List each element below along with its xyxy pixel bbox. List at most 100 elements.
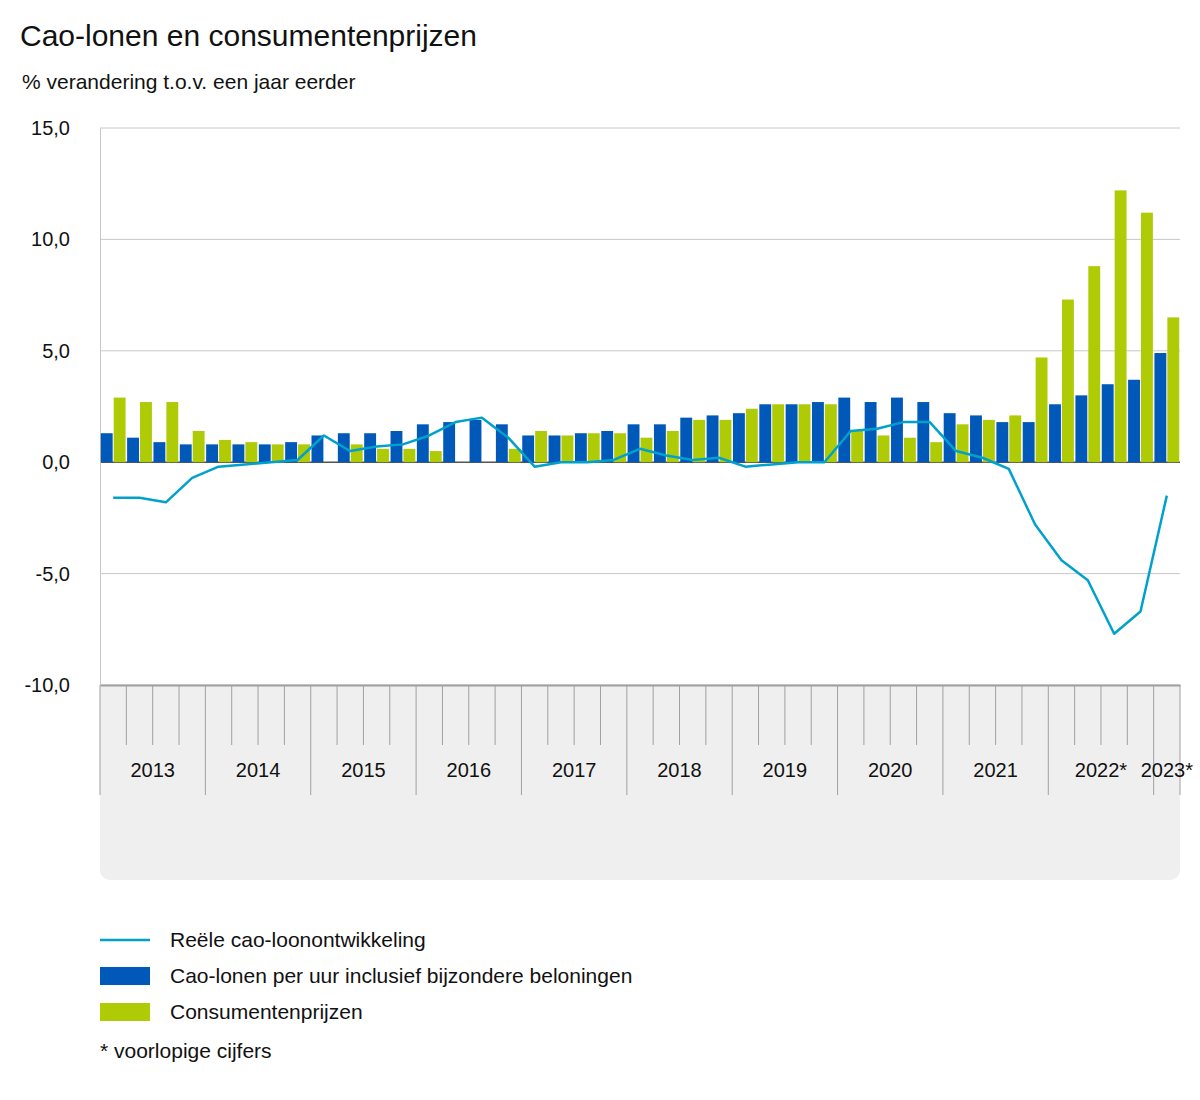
bar (127, 438, 139, 463)
x-tick-label: 2022* (1075, 759, 1127, 781)
x-boundaries (100, 685, 1180, 795)
y-tick-label: -5,0 (36, 563, 70, 585)
bar (1141, 213, 1153, 463)
x-tick-label: 2023* (1141, 759, 1193, 781)
y-tick-label: 15,0 (31, 117, 70, 139)
bar (575, 433, 587, 462)
x-boundary (574, 685, 575, 745)
x-boundary (337, 685, 338, 745)
x-tick-label: 2014 (236, 759, 281, 781)
legend-label: Consumentenprijzen (170, 1000, 363, 1023)
x-tick: 2019 (745, 685, 807, 781)
x-boundary (811, 685, 812, 745)
bar (865, 402, 877, 462)
x-tick-label: 2013 (130, 759, 175, 781)
x-tick-label: 2016 (447, 759, 492, 781)
x-boundary (626, 685, 627, 795)
x-boundary (758, 685, 759, 745)
x-boundary (1127, 685, 1128, 745)
x-boundary (521, 685, 522, 795)
bar (904, 438, 916, 463)
bar (1009, 415, 1021, 462)
bar (430, 451, 442, 462)
bar (403, 449, 415, 462)
x-boundary (179, 685, 180, 745)
bar (456, 462, 468, 463)
bar (588, 433, 600, 462)
x-boundary (126, 685, 127, 745)
x-tick: 2016 (429, 685, 491, 781)
y-tick: 15,0 (31, 117, 100, 139)
x-boundary (1074, 685, 1075, 745)
y-tick-label: -10,0 (24, 674, 70, 696)
y-tick-label: 5,0 (42, 340, 70, 362)
bar (1049, 404, 1061, 462)
bar (733, 413, 745, 462)
grid-line (100, 128, 1180, 129)
bar-series (114, 190, 1180, 462)
x-tick-label: 2021 (973, 759, 1018, 781)
x-tick: 2021 (956, 685, 1018, 781)
x-tick-label: 2017 (552, 759, 597, 781)
x-boundary (284, 685, 285, 745)
x-boundary (916, 685, 917, 745)
bar (232, 444, 244, 462)
x-boundary (231, 685, 232, 745)
bar-series (101, 353, 1167, 462)
bar (377, 449, 389, 462)
y-tick-label: 0,0 (42, 451, 70, 473)
chart: Cao-lonen en consumentenprijzen% verande… (0, 0, 1200, 1100)
bar (812, 402, 824, 462)
x-boundary (258, 685, 259, 745)
x-boundary (732, 685, 733, 795)
bar (707, 415, 719, 462)
x-boundary (363, 685, 364, 745)
bar (417, 424, 429, 462)
x-boundary (600, 685, 601, 745)
bar (996, 422, 1008, 462)
x-boundary (442, 685, 443, 745)
grid-line (100, 685, 1180, 686)
legend-swatch (100, 967, 150, 985)
grid (100, 128, 1180, 685)
bar (1167, 317, 1179, 462)
x-tick: 2018 (640, 685, 702, 781)
bar (561, 435, 573, 462)
x-tick: 2013 (113, 685, 175, 781)
bar (351, 444, 363, 462)
bar (851, 431, 863, 462)
line (113, 418, 1167, 634)
y-tick: 0,0 (42, 451, 100, 473)
bar (1154, 353, 1166, 462)
y-tick-label: 10,0 (31, 228, 70, 250)
x-boundary (1048, 685, 1049, 795)
x-boundary (890, 685, 891, 745)
bar (746, 409, 758, 462)
bar (759, 404, 771, 462)
bar (114, 398, 126, 463)
bar (1075, 395, 1087, 462)
bar (838, 398, 850, 463)
x-boundary (495, 685, 496, 745)
bar (1036, 357, 1048, 462)
bar (772, 404, 784, 462)
legend-label: Cao-lonen per uur inclusief bijzondere b… (170, 964, 632, 987)
x-tick-label: 2019 (763, 759, 808, 781)
x-boundary (1021, 685, 1022, 745)
x-boundary (705, 685, 706, 745)
x-axis-line (101, 685, 1181, 687)
bar (654, 424, 666, 462)
grid-line (100, 350, 1180, 351)
bar (1088, 266, 1100, 462)
legend-swatch (100, 939, 150, 942)
bar (219, 440, 231, 462)
x-boundary (653, 685, 654, 745)
legend-label: Reële cao-loonontwikkeling (170, 928, 426, 951)
x-boundary (995, 685, 996, 745)
x-boundary (942, 685, 943, 795)
bar (180, 444, 192, 462)
x-boundary (468, 685, 469, 745)
x-boundary (389, 685, 390, 745)
x-tick: 2017 (535, 685, 597, 781)
bar (312, 435, 324, 462)
